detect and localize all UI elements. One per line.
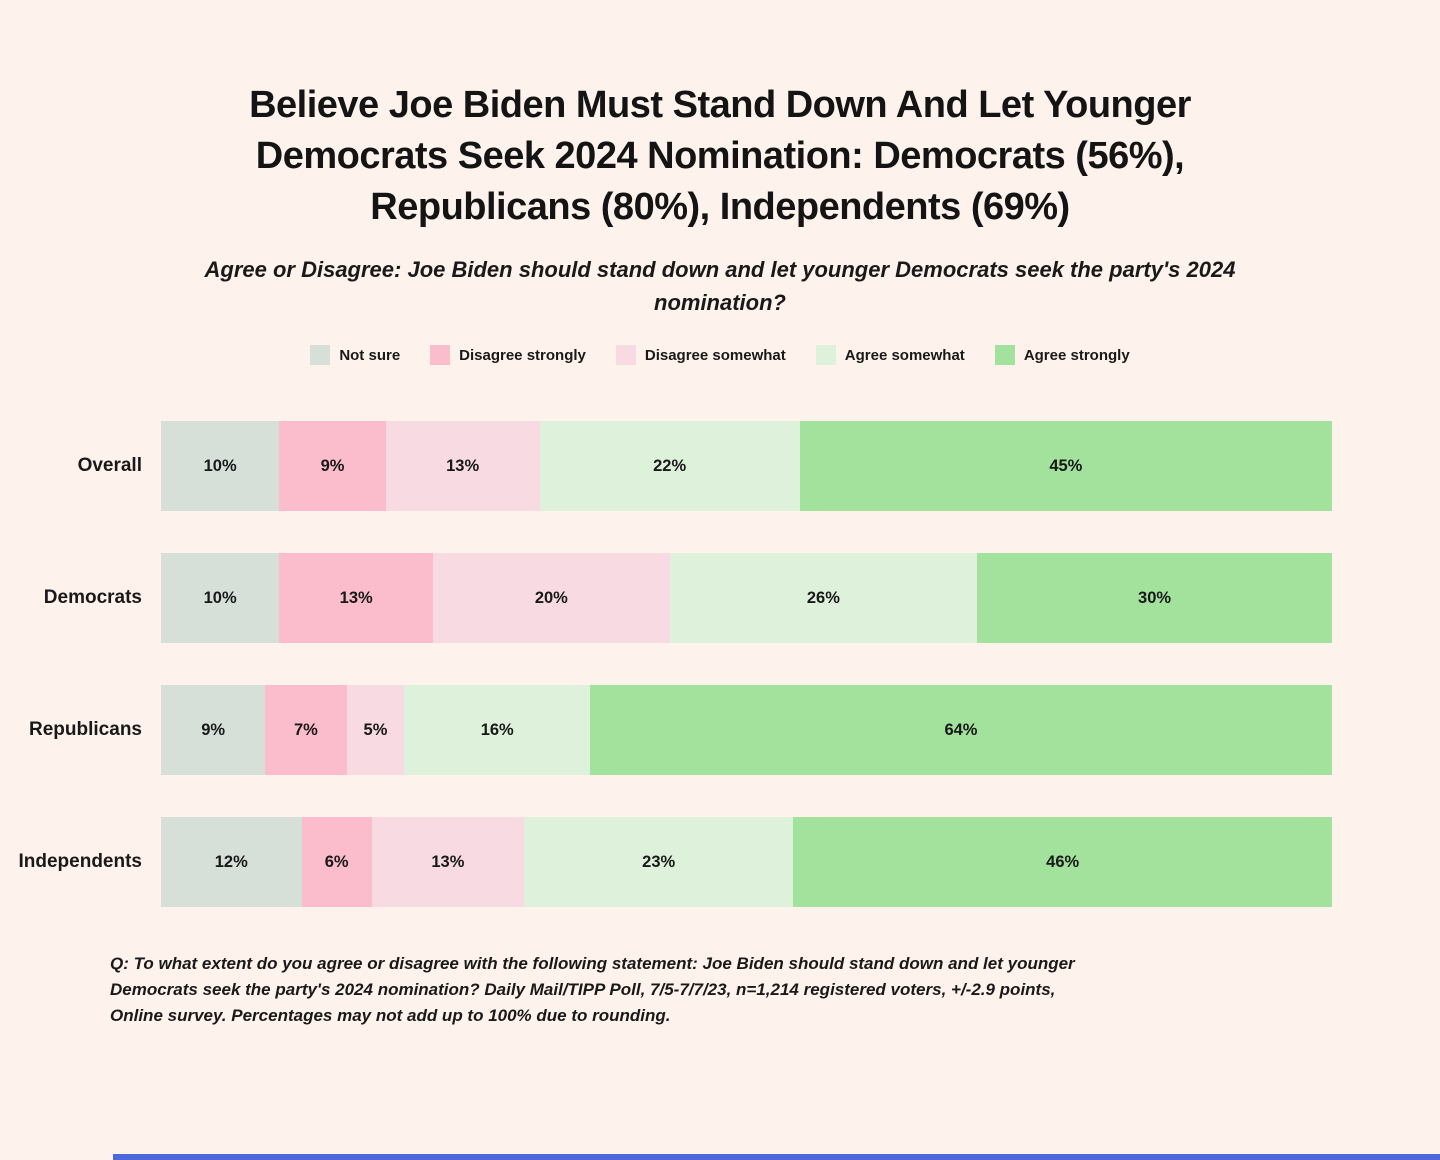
bar-segment: 22% <box>539 421 800 511</box>
legend: Not sure Disagree strongly Disagree somewh… <box>0 345 1440 365</box>
legend-swatch-icon <box>310 345 331 365</box>
bar-segment: 16% <box>404 685 590 775</box>
bar-segment: 7% <box>265 685 347 775</box>
bar-segment: 13% <box>279 553 434 643</box>
chart-title: Believe Joe Biden Must Stand Down And Le… <box>0 80 1440 233</box>
bar-track: 10% 9% 13% 22% 45% <box>161 421 1332 511</box>
chart-subtitle: Agree or Disagree: Joe Biden should stan… <box>0 253 1440 319</box>
source-footnote-line: Democrats seek the party's 2024 nominati… <box>110 980 1056 999</box>
bar-track: 12% 6% 13% 23% 46% <box>161 817 1332 907</box>
bar-segment: 30% <box>977 553 1332 643</box>
bar-segment: 5% <box>346 685 405 775</box>
chart-title-line: Democrats Seek 2024 Nomination: Democrat… <box>255 135 1185 177</box>
bar-segment: 9% <box>279 421 386 511</box>
legend-swatch-icon <box>815 345 836 365</box>
stacked-bar-chart: Overall 10% 9% 13% 22% 45% Democrats 10% 13% 20% 2… <box>0 421 1440 907</box>
legend-label: Not sure <box>339 346 401 364</box>
row-label: Overall <box>77 455 142 476</box>
bar-segment: 64% <box>589 685 1332 775</box>
source-footnote: Q: To what extent do you agree or disagr… <box>110 951 1320 1029</box>
bar-segment: 10% <box>161 421 280 511</box>
legend-swatch-icon <box>430 345 451 365</box>
legend-item: Agree strongly <box>994 345 1130 365</box>
legend-item: Not sure <box>310 345 400 365</box>
legend-item: Disagree somewhat <box>615 345 786 365</box>
bottom-accent-bar <box>113 1154 1440 1160</box>
source-footnote-line: Online survey. Percentages may not add u… <box>110 1006 671 1025</box>
bar-row-independents: Independents 12% 6% 13% 23% 46% <box>0 817 1440 907</box>
row-label: Republicans <box>29 719 142 740</box>
legend-swatch-icon <box>994 345 1015 365</box>
bar-segment: 20% <box>433 553 670 643</box>
legend-item: Disagree strongly <box>430 345 586 365</box>
bar-segment: 26% <box>669 553 978 643</box>
bar-segment: 46% <box>793 817 1332 907</box>
bar-segment: 13% <box>385 421 540 511</box>
bar-segment: 6% <box>301 817 372 907</box>
bar-segment: 45% <box>799 421 1332 511</box>
chart-title-line: Believe Joe Biden Must Stand Down And Le… <box>249 84 1191 126</box>
row-label: Democrats <box>43 587 142 608</box>
legend-label: Disagree strongly <box>459 346 586 364</box>
row-label: Independents <box>18 851 142 872</box>
bar-segment: 10% <box>161 553 280 643</box>
legend-swatch-icon <box>615 345 636 365</box>
chart-subtitle-line: Agree or Disagree: Joe Biden should stan… <box>204 257 1236 282</box>
source-footnote-line: Q: To what extent do you agree or disagr… <box>110 954 1075 973</box>
bar-track: 10% 13% 20% 26% 30% <box>161 553 1332 643</box>
chart-subtitle-line: nomination? <box>654 290 786 315</box>
bar-track: 9% 7% 5% 16% 64% <box>161 685 1332 775</box>
legend-label: Agree strongly <box>1023 346 1130 364</box>
bar-row-democrats: Democrats 10% 13% 20% 26% 30% <box>0 553 1440 643</box>
bar-row-overall: Overall 10% 9% 13% 22% 45% <box>0 421 1440 511</box>
bar-segment: 9% <box>161 685 266 775</box>
legend-label: Disagree somewhat <box>644 346 786 364</box>
bar-segment: 23% <box>524 817 794 907</box>
chart-title-line: Republicans (80%), Independents (69%) <box>370 186 1070 228</box>
legend-item: Agree somewhat <box>815 345 965 365</box>
bar-segment: 12% <box>161 817 302 907</box>
legend-label: Agree somewhat <box>844 346 965 364</box>
bar-segment: 13% <box>371 817 525 907</box>
bar-row-republicans: Republicans 9% 7% 5% 16% 64% <box>0 685 1440 775</box>
